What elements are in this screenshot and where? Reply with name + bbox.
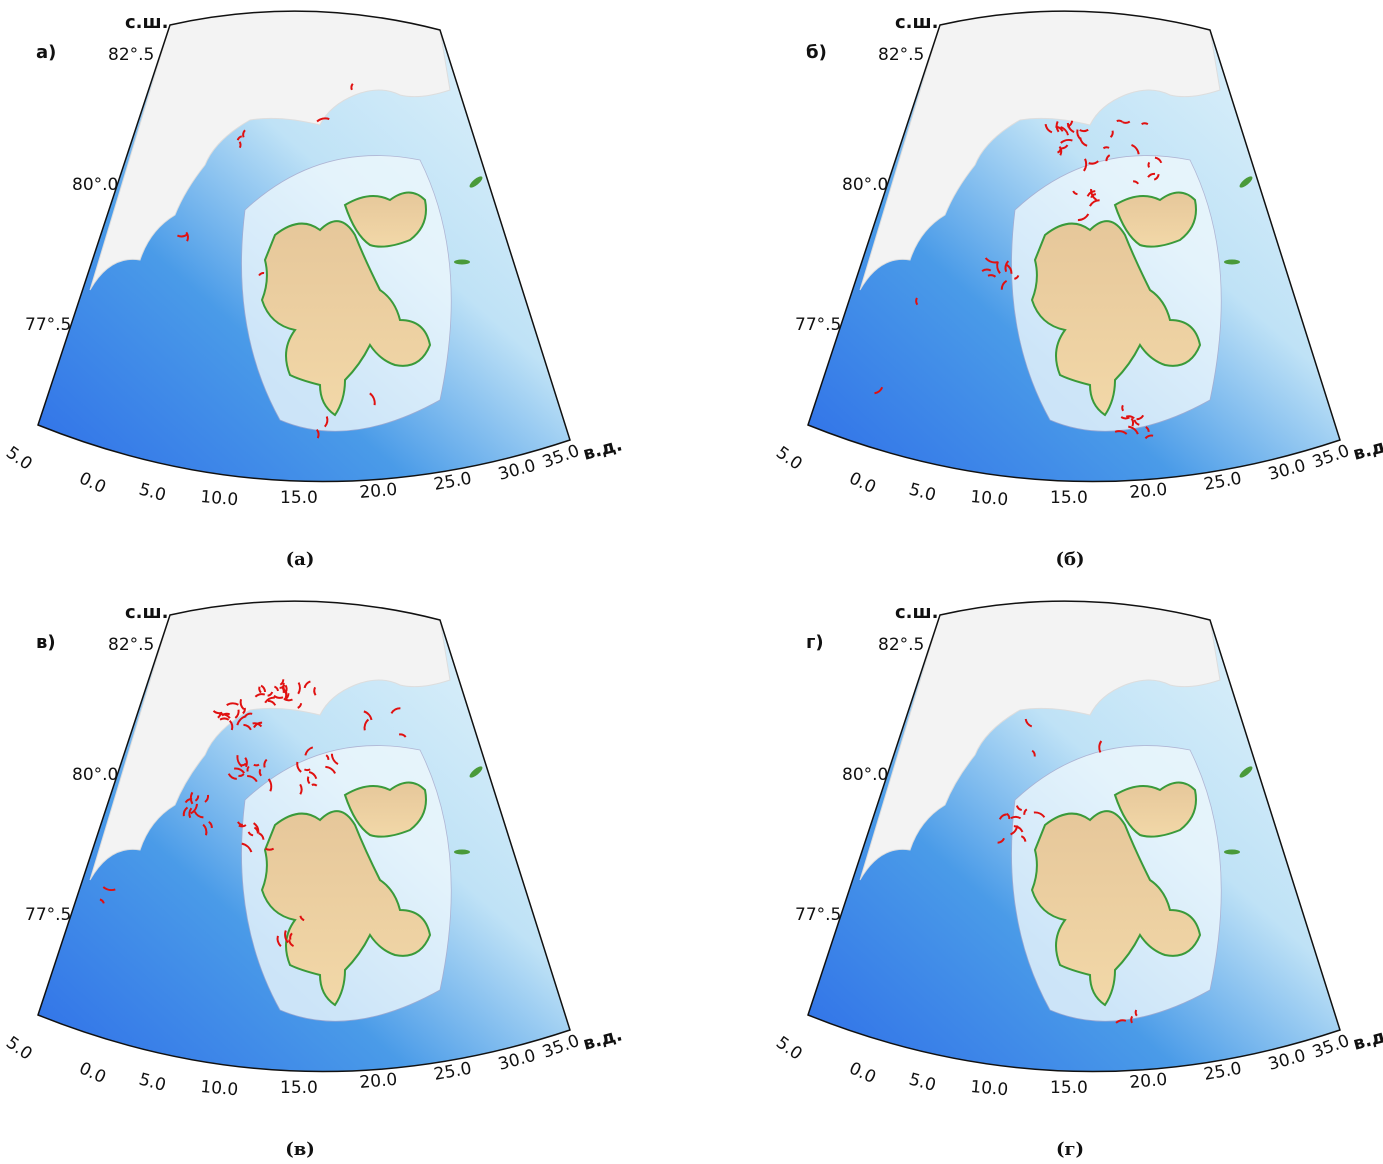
lon-unit: в.д. (581, 1024, 625, 1055)
lon-label: 5.0 (772, 443, 806, 475)
lat-label: 80°.0 (72, 175, 118, 195)
caption: (б) (1055, 549, 1084, 570)
lon-label: 10.0 (200, 487, 239, 510)
lon-label: 10.0 (200, 1077, 239, 1100)
island (454, 850, 470, 855)
track (312, 785, 317, 786)
lat-unit: с.ш. (125, 602, 168, 623)
lat-unit: с.ш. (895, 602, 938, 623)
island (1224, 260, 1240, 265)
track (240, 142, 241, 148)
lat-label: 77°.5 (795, 315, 841, 335)
track (1122, 405, 1123, 411)
lon-label: 5.0 (772, 1033, 806, 1065)
lon-label: 10.0 (970, 487, 1009, 510)
map-panel: в) с.ш. в.д. 82°.5 80°.0 77°.5 5.0 0.0 5.0 10.0 15… (2, 601, 624, 1160)
track (304, 769, 310, 770)
island (1224, 850, 1240, 855)
panel-label: г) (806, 632, 824, 653)
lat-label: 77°.5 (25, 905, 71, 925)
lon-label: 0.0 (846, 468, 879, 498)
lon-label: 5.0 (907, 480, 938, 506)
lon-label: 15.0 (1050, 488, 1088, 508)
map-panel: г) с.ш. в.д. 82°.5 80°.0 77°.5 5.0 0.0 5.0 10.0 15… (772, 601, 1383, 1160)
track (1149, 162, 1150, 167)
lon-label: 15.0 (280, 1078, 318, 1098)
lon-label: 0.0 (846, 1058, 879, 1088)
lat-label: 80°.0 (842, 765, 888, 785)
lon-label: 5.0 (2, 1033, 36, 1065)
panel-label: б) (806, 42, 827, 63)
lon-unit: в.д. (1351, 1024, 1383, 1055)
lat-label: 80°.0 (72, 765, 118, 785)
lat-label: 82°.5 (108, 635, 154, 655)
lat-unit: с.ш. (125, 12, 168, 33)
lon-label: 5.0 (907, 1070, 938, 1096)
lon-label: 20.0 (359, 480, 398, 503)
caption: (в) (285, 1139, 315, 1160)
track (1131, 1016, 1132, 1022)
panel-label: в) (36, 632, 56, 653)
map-panel: б) с.ш. в.д. 82°.5 80°.0 77°.5 5.0 0.0 5.0 10.0 15… (772, 11, 1383, 570)
lon-label: 0.0 (76, 1058, 109, 1088)
track (1103, 147, 1109, 148)
lat-unit: с.ш. (895, 12, 938, 33)
map-panel: а) с.ш. в.д. 82°.5 80°.0 77°.5 5.0 0.0 5.0 10.0 15… (2, 11, 624, 570)
lon-label: 10.0 (970, 1077, 1009, 1100)
lon-label: 20.0 (359, 1070, 398, 1093)
lat-label: 80°.0 (842, 175, 888, 195)
lat-label: 82°.5 (108, 45, 154, 65)
lon-label: 20.0 (1129, 1070, 1168, 1093)
figure: а) с.ш. в.д. 82°.5 80°.0 77°.5 5.0 0.0 5.0 10.0 15… (0, 0, 1383, 1160)
track (1142, 123, 1148, 124)
lon-label: 5.0 (137, 1070, 168, 1096)
lon-unit: в.д. (1351, 434, 1383, 465)
lat-label: 77°.5 (795, 905, 841, 925)
lon-unit: в.д. (581, 434, 625, 465)
track (254, 765, 259, 766)
lat-label: 82°.5 (878, 635, 924, 655)
panel-label: а) (36, 42, 56, 63)
caption: (г) (1056, 1139, 1084, 1160)
lon-label: 5.0 (2, 443, 36, 475)
lon-label: 15.0 (280, 488, 318, 508)
lon-label: 0.0 (76, 468, 109, 498)
island (454, 260, 470, 265)
lat-label: 77°.5 (25, 315, 71, 335)
caption: (а) (286, 549, 315, 570)
track (1136, 1010, 1137, 1016)
lon-label: 5.0 (137, 480, 168, 506)
lat-label: 82°.5 (878, 45, 924, 65)
lon-label: 20.0 (1129, 480, 1168, 503)
lon-label: 15.0 (1050, 1078, 1088, 1098)
